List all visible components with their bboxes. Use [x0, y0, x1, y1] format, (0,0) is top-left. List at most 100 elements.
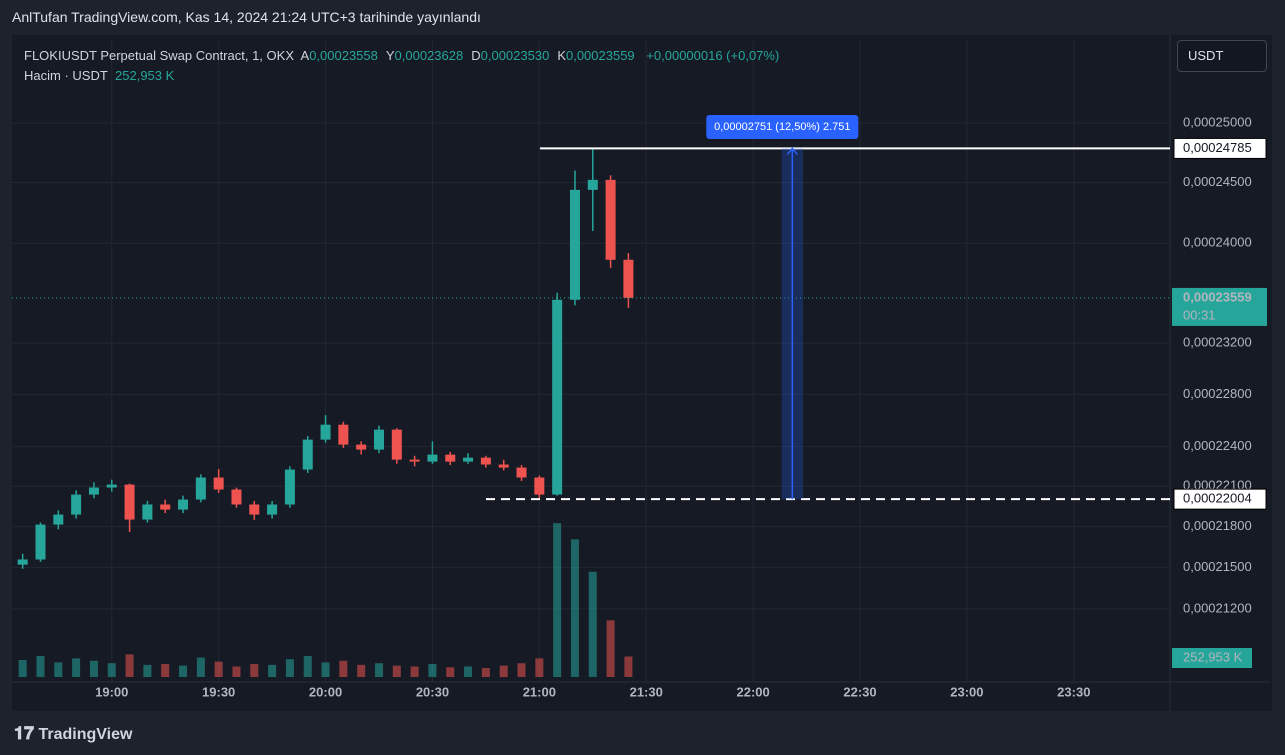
candle-body [320, 424, 331, 440]
candle-body [498, 464, 509, 468]
volume-bar [214, 661, 223, 677]
volume-bar [89, 660, 98, 677]
volume-bar [464, 666, 473, 677]
ohlc: A0,00023558 Y0,00023628 D0,00023530 K0,0002… [301, 48, 643, 63]
countdown-label: 00:31 [1183, 307, 1216, 322]
volume-bar [268, 664, 277, 677]
x-tick-label: 20:00 [309, 684, 342, 699]
candle-body [178, 499, 189, 510]
y-tick-label: 0,00025000 [1183, 114, 1252, 129]
currency-button[interactable]: USDT [1177, 40, 1267, 72]
volume-bar [179, 665, 188, 677]
candle-body [195, 477, 206, 500]
volume-tag [1172, 648, 1252, 668]
last-price-box [1172, 287, 1267, 326]
candle-body [480, 457, 491, 465]
candle-body [267, 504, 278, 515]
candle-body [569, 189, 580, 300]
candle-body [17, 559, 28, 565]
volume-bar [535, 658, 544, 677]
volume-bar [410, 666, 419, 677]
ohlc-value: 0,00023558 [309, 48, 378, 63]
candle-body [338, 424, 349, 445]
measure-label-box [706, 115, 859, 139]
candle-body [391, 429, 402, 460]
volume-bar [161, 664, 170, 677]
volume-bar [624, 656, 633, 677]
ohlc-key: K [557, 48, 566, 63]
volume-bar [588, 571, 597, 677]
volume-bar [285, 659, 294, 677]
volume-bar [18, 660, 27, 677]
candle-body [71, 494, 82, 515]
x-tick-label: 19:00 [95, 684, 128, 699]
candle-body [124, 484, 135, 520]
legend: FLOKIUSDT Perpetual Swap Contract, 1, OK… [24, 46, 779, 86]
volume-bar [374, 663, 383, 677]
footer-text: TradingView [38, 726, 133, 743]
candle-body [302, 439, 313, 470]
candle-body [605, 179, 616, 260]
volume-value: 252,953 K [115, 68, 175, 83]
ohlc-key: D [471, 48, 481, 63]
volume-bar [196, 657, 205, 677]
candle-body [231, 489, 242, 505]
price-line-box [1173, 137, 1267, 159]
x-tick-label: 23:00 [950, 684, 983, 699]
price-line-label: 0,00022004 [1183, 491, 1252, 506]
ohlc-key: Y [385, 48, 395, 63]
candle-body [516, 467, 527, 478]
last-price-label: 0,00023559 [1183, 289, 1252, 304]
published-note: AnlTufan TradingView.com, Kas 14, 2024 2… [12, 9, 481, 25]
candle-body [356, 444, 367, 450]
symbol-row: FLOKIUSDT Perpetual Swap Contract, 1, OK… [24, 46, 779, 66]
candle-body [623, 259, 634, 298]
x-tick-label: 23:30 [1057, 684, 1090, 699]
x-tick-label: 19:30 [202, 684, 235, 699]
volume-bar [321, 662, 330, 677]
candle-body [88, 487, 99, 495]
candle-body [552, 299, 563, 495]
candle-body [35, 524, 46, 560]
volume-bar [303, 655, 312, 677]
candle-body [53, 514, 64, 525]
x-tick-label: 22:30 [843, 684, 876, 699]
ohlc-value: 0,00023628 [394, 48, 464, 63]
candle-body [213, 477, 224, 490]
candle-body [284, 469, 295, 505]
volume-bar [250, 664, 259, 677]
candle-body [160, 504, 171, 510]
measure-arrow-head [786, 147, 798, 155]
volume-bar [125, 654, 134, 677]
volume-bar [481, 668, 490, 677]
volume-bar [428, 664, 437, 677]
volume-bar [339, 660, 348, 677]
volume-bar [54, 662, 63, 677]
footer-logo: 𝟏𝟕 TradingView [14, 723, 132, 744]
y-tick-label: 0,00024500 [1183, 174, 1252, 189]
x-tick-label: 21:30 [630, 684, 663, 699]
ohlc-key: A [300, 48, 310, 63]
y-tick-label: 0,00022800 [1183, 386, 1252, 401]
y-tick-label: 0,00021500 [1183, 559, 1252, 574]
volume-bar [446, 667, 455, 677]
x-tick-label: 21:00 [523, 684, 556, 699]
candle-body [409, 459, 420, 462]
volume-bar [107, 663, 116, 677]
volume-bar [36, 655, 45, 677]
candle-body [142, 504, 153, 520]
candle-body [445, 454, 456, 462]
candle-body [427, 454, 438, 462]
volume-bar [553, 523, 562, 677]
y-tick-label: 0,00021800 [1183, 518, 1252, 533]
volume-bar [143, 664, 152, 677]
measure-label: 0,00002751 (12,50%) 2.751 [714, 121, 850, 133]
volume-bar [392, 665, 401, 677]
candle-body [249, 504, 260, 515]
candle-body [587, 179, 598, 190]
price-line-label: 0,00024785 [1183, 140, 1252, 155]
volume-bar [570, 539, 579, 677]
volume-tag-label: 252,953 K [1183, 649, 1243, 664]
